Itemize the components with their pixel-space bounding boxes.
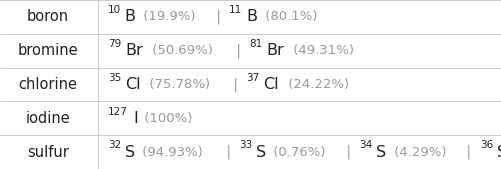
Text: (80.1%): (80.1%) (260, 10, 316, 23)
Text: (94.93%): (94.93%) (138, 146, 202, 159)
Text: (4.29%): (4.29%) (389, 146, 445, 159)
Text: |: | (461, 145, 475, 159)
Text: B: B (246, 9, 257, 24)
Text: 33: 33 (238, 140, 252, 150)
Text: |: | (221, 145, 234, 159)
Text: Br: Br (125, 43, 142, 58)
Text: (19.9%): (19.9%) (139, 10, 195, 23)
Text: (49.31%): (49.31%) (288, 44, 353, 57)
Text: 81: 81 (248, 39, 262, 49)
Text: B: B (125, 9, 136, 24)
Text: 34: 34 (359, 140, 372, 150)
Text: bromine: bromine (18, 43, 78, 58)
Text: (75.78%): (75.78%) (145, 78, 210, 91)
Text: S: S (376, 145, 386, 160)
Text: 11: 11 (229, 5, 242, 15)
Text: sulfur: sulfur (27, 145, 69, 160)
Text: Br: Br (266, 43, 283, 58)
Text: (0.76%): (0.76%) (269, 146, 325, 159)
Text: |: | (231, 43, 244, 58)
Text: 32: 32 (108, 140, 121, 150)
Text: iodine: iodine (25, 111, 70, 126)
Text: |: | (229, 77, 242, 92)
Text: boron: boron (27, 9, 69, 24)
Text: (24.22%): (24.22%) (283, 78, 348, 91)
Text: Cl: Cl (125, 77, 140, 92)
Text: (50.69%): (50.69%) (148, 44, 212, 57)
Text: I: I (133, 111, 138, 126)
Text: 127: 127 (108, 106, 128, 117)
Text: S: S (256, 145, 266, 160)
Text: 10: 10 (108, 5, 121, 15)
Text: |: | (342, 145, 355, 159)
Text: S: S (125, 145, 135, 160)
Text: 36: 36 (479, 140, 492, 150)
Text: chlorine: chlorine (18, 77, 77, 92)
Text: 37: 37 (246, 73, 259, 83)
Text: 79: 79 (108, 39, 121, 49)
Text: 35: 35 (108, 73, 121, 83)
Text: Cl: Cl (263, 77, 279, 92)
Text: (100%): (100%) (139, 112, 192, 125)
Text: |: | (211, 10, 225, 24)
Text: S: S (496, 145, 501, 160)
